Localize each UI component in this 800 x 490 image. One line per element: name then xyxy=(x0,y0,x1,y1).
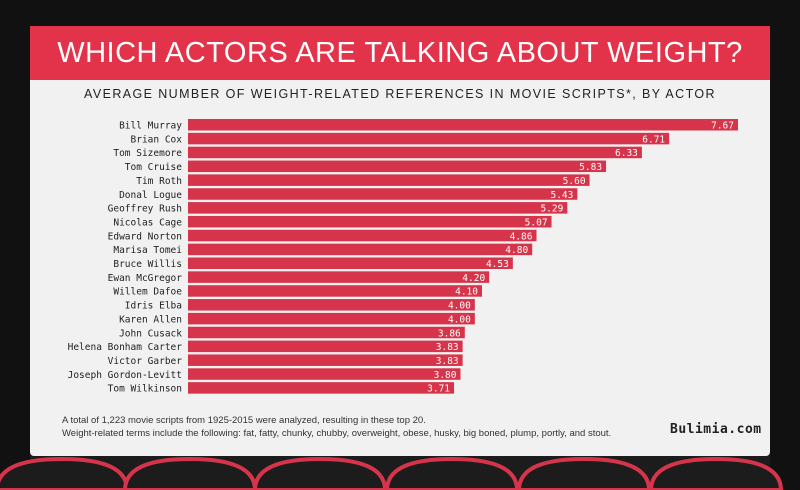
bar xyxy=(188,243,533,256)
value-label: 4.80 xyxy=(505,245,528,256)
value-label: 3.86 xyxy=(438,328,461,339)
value-label: 4.86 xyxy=(510,231,533,242)
bar xyxy=(188,368,461,380)
category-label: Karen Allen xyxy=(119,314,182,325)
category-label: Geoffrey Rush xyxy=(108,204,182,215)
category-label: Tom Cruise xyxy=(125,162,182,173)
bar xyxy=(188,285,483,297)
value-label: 3.83 xyxy=(436,356,459,367)
seat-back xyxy=(252,456,388,490)
title-banner: WHICH ACTORS ARE TALKING ABOUT WEIGHT? xyxy=(30,26,770,80)
value-label: 3.83 xyxy=(436,342,459,353)
bar xyxy=(188,326,465,339)
bar-chart: Bill Murray 7.67 Brian Cox 6.71 Tom Sizemore… xyxy=(68,119,738,395)
category-label: Tom Wilkinson xyxy=(108,384,182,395)
chart-title: WHICH ACTORS ARE TALKING ABOUT WEIGHT? xyxy=(57,36,743,69)
theater-seats xyxy=(0,456,784,490)
footnote-line-2: Weight-related terms include the followi… xyxy=(62,428,612,439)
top-curtain xyxy=(0,0,800,26)
bar xyxy=(188,215,552,228)
value-label: 4.53 xyxy=(486,259,509,270)
value-label: 3.80 xyxy=(434,370,457,381)
bar xyxy=(188,119,738,131)
value-label: 5.60 xyxy=(563,176,586,187)
category-label: Helena Bonham Carter xyxy=(68,342,183,353)
category-label: Tim Roth xyxy=(136,176,182,187)
value-label: 6.33 xyxy=(615,148,638,159)
category-label: Joseph Gordon-Levitt xyxy=(68,370,182,381)
bar xyxy=(188,257,513,269)
bar xyxy=(188,382,455,394)
bar xyxy=(188,202,568,214)
right-curtain xyxy=(770,0,800,490)
bar xyxy=(188,312,475,325)
category-label: Idris Elba xyxy=(125,301,182,312)
category-label: Bill Murray xyxy=(119,121,182,132)
seat-back xyxy=(648,456,784,490)
value-label: 5.07 xyxy=(525,217,548,228)
category-label: Bruce Willis xyxy=(113,259,182,270)
value-label: 5.83 xyxy=(579,162,602,173)
category-label: Donal Logue xyxy=(119,190,182,201)
value-label: 4.10 xyxy=(455,287,478,298)
category-label: Willem Dafoe xyxy=(113,287,182,298)
value-label: 6.71 xyxy=(642,134,665,145)
seat-back xyxy=(516,456,652,490)
category-label: Ewan McGregor xyxy=(108,273,183,284)
bar xyxy=(188,174,590,186)
bar xyxy=(188,160,607,173)
bar xyxy=(188,354,463,366)
bar xyxy=(188,299,475,311)
category-label: Brian Cox xyxy=(131,134,183,145)
bar xyxy=(188,271,490,283)
category-label: Tom Sizemore xyxy=(113,148,182,159)
brand-logo: Bulimia.com xyxy=(670,422,762,437)
seat-back xyxy=(0,456,130,490)
value-label: 5.43 xyxy=(550,190,573,201)
value-label: 7.67 xyxy=(711,121,734,132)
value-label: 4.00 xyxy=(448,314,471,325)
bar xyxy=(188,132,670,145)
category-label: Edward Norton xyxy=(108,231,182,242)
footnote-line-1: A total of 1,223 movie scripts from 1925… xyxy=(62,415,426,426)
category-label: John Cusack xyxy=(119,328,182,339)
category-label: Nicolas Cage xyxy=(113,217,182,228)
footnote: A total of 1,223 movie scripts from 1925… xyxy=(62,414,611,440)
category-label: Victor Garber xyxy=(108,356,183,367)
value-label: 4.20 xyxy=(462,273,485,284)
seat-back xyxy=(384,456,520,490)
category-label: Marisa Tomei xyxy=(113,245,182,256)
bar xyxy=(188,229,537,242)
bar xyxy=(188,188,578,200)
movie-screen: WHICH ACTORS ARE TALKING ABOUT WEIGHT? A… xyxy=(30,26,770,456)
value-label: 4.00 xyxy=(448,301,471,312)
bar xyxy=(188,340,463,353)
value-label: 5.29 xyxy=(540,204,563,215)
left-curtain xyxy=(0,0,30,490)
value-label: 3.71 xyxy=(427,384,450,395)
chart-subtitle: AVERAGE NUMBER OF WEIGHT-RELATED REFEREN… xyxy=(84,87,716,101)
seat-back xyxy=(122,456,258,490)
bar xyxy=(188,146,642,159)
